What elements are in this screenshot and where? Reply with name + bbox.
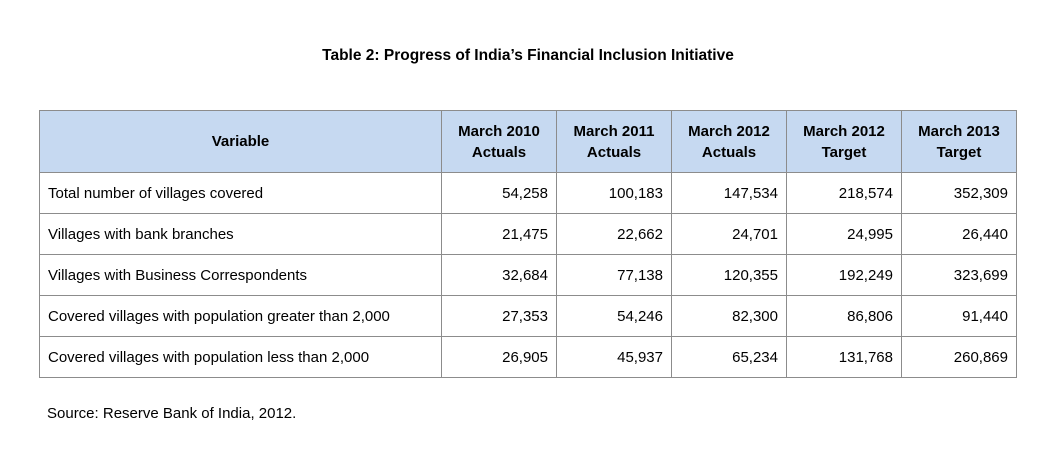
value-cell: 54,258: [441, 172, 557, 214]
header-line: March 2012: [803, 122, 885, 140]
value-cell: 352,309: [901, 172, 1017, 214]
header-line: Target: [936, 143, 982, 161]
value-cell: 45,937: [556, 336, 672, 378]
table-row: Covered villages with population greater…: [39, 295, 1017, 337]
header-line: March 2010: [458, 122, 540, 140]
value-cell: 26,440: [901, 213, 1017, 255]
source-note: Source: Reserve Bank of India, 2012.: [47, 405, 297, 422]
header-line: Actuals: [471, 143, 527, 161]
header-line: March 2012: [688, 122, 770, 140]
header-line: Variable: [211, 133, 270, 150]
row-label: Total number of villages covered: [39, 172, 442, 214]
value-cell: 65,234: [671, 336, 787, 378]
header-line: Actuals: [701, 143, 757, 161]
header-cell-variable: Variable: [39, 110, 442, 173]
value-cell: 192,249: [786, 254, 902, 296]
value-cell: 54,246: [556, 295, 672, 337]
row-label: Villages with bank branches: [39, 213, 442, 255]
header-cell-period: March 2013 Target: [901, 110, 1017, 173]
row-label: Villages with Business Correspondents: [39, 254, 442, 296]
value-cell: 120,355: [671, 254, 787, 296]
value-cell: 218,574: [786, 172, 902, 214]
value-cell: 21,475: [441, 213, 557, 255]
table-row: Total number of villages covered 54,258 10…: [39, 172, 1017, 214]
value-cell: 27,353: [441, 295, 557, 337]
value-cell: 260,869: [901, 336, 1017, 378]
header-line: Actuals: [586, 143, 642, 161]
value-cell: 147,534: [671, 172, 787, 214]
value-cell: 26,905: [441, 336, 557, 378]
table-row: Villages with bank branches 21,475 22,662 2…: [39, 213, 1017, 255]
header-cell-period: March 2012 Target: [786, 110, 902, 173]
table-title: Table 2: Progress of India’s Financial I…: [322, 47, 734, 64]
data-table: Variable March 2010 Actuals March 2011 Actua…: [39, 110, 1017, 378]
value-cell: 77,138: [556, 254, 672, 296]
row-label: Covered villages with population greater…: [39, 295, 442, 337]
header-line: March 2013: [918, 122, 1000, 140]
table-row: Villages with Business Correspondents 32,…: [39, 254, 1017, 296]
value-cell: 100,183: [556, 172, 672, 214]
value-cell: 32,684: [441, 254, 557, 296]
value-cell: 82,300: [671, 295, 787, 337]
table-body: Total number of villages covered 54,258 10…: [39, 172, 1017, 378]
header-line: Target: [821, 143, 867, 161]
header-line: March 2011: [573, 122, 655, 140]
row-label: Covered villages with population less th…: [39, 336, 442, 378]
table-row: Covered villages with population less th…: [39, 336, 1017, 378]
value-cell: 24,995: [786, 213, 902, 255]
table-header: Variable March 2010 Actuals March 2011 Actua…: [39, 110, 1017, 173]
value-cell: 323,699: [901, 254, 1017, 296]
value-cell: 86,806: [786, 295, 902, 337]
value-cell: 24,701: [671, 213, 787, 255]
value-cell: 91,440: [901, 295, 1017, 337]
header-cell-period: March 2010 Actuals: [441, 110, 557, 173]
value-cell: 131,768: [786, 336, 902, 378]
header-cell-period: March 2012 Actuals: [671, 110, 787, 173]
value-cell: 22,662: [556, 213, 672, 255]
header-cell-period: March 2011 Actuals: [556, 110, 672, 173]
header-row: Variable March 2010 Actuals March 2011 Actua…: [39, 110, 1017, 173]
